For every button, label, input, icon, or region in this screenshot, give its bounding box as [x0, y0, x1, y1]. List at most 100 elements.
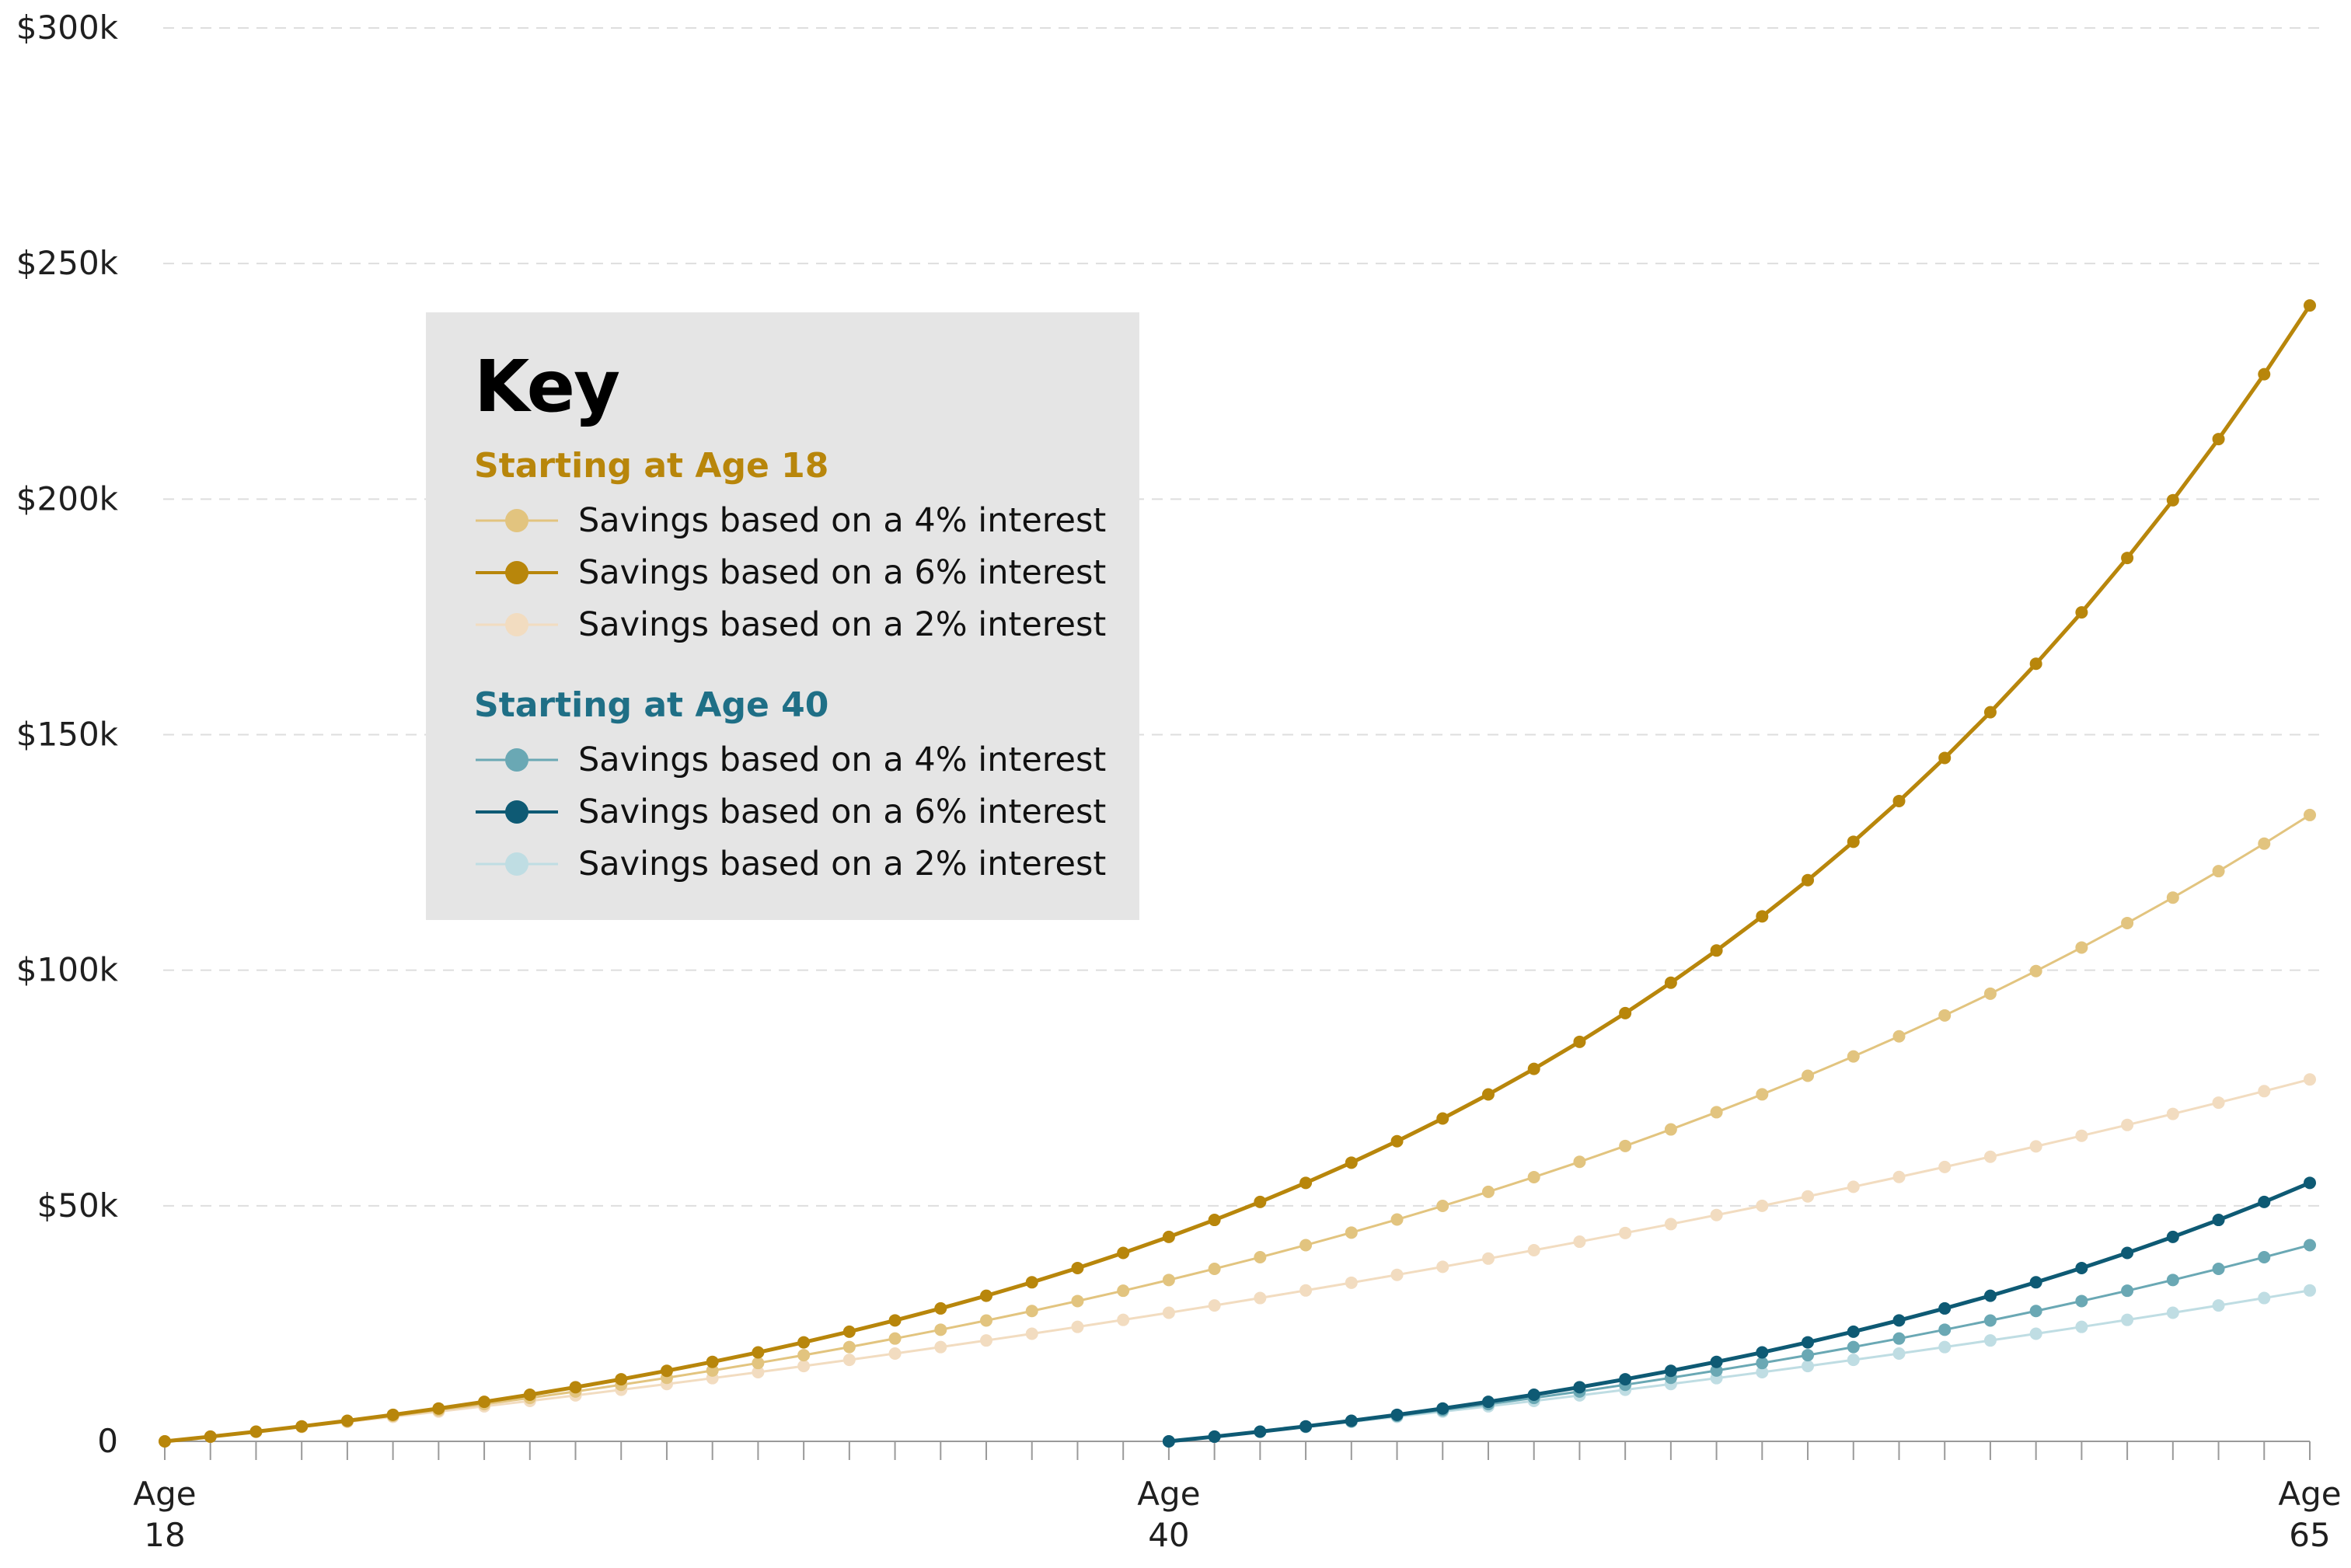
data-point	[1802, 1336, 1815, 1349]
data-point	[478, 1396, 491, 1409]
y-tick-label: $50k	[37, 1186, 119, 1225]
data-point	[1254, 1195, 1267, 1208]
legend-swatch-icon	[476, 852, 558, 876]
data-point	[1619, 1373, 1632, 1386]
data-point	[797, 1336, 811, 1349]
data-point	[2166, 1274, 2179, 1287]
data-point	[1025, 1305, 1038, 1318]
data-point	[1117, 1313, 1130, 1326]
data-point	[2121, 552, 2134, 565]
legend-item-label: Savings based on a 4% interest	[578, 740, 1107, 779]
data-point	[1847, 1050, 1860, 1063]
data-point	[2304, 1239, 2316, 1252]
data-point	[1299, 1420, 1313, 1433]
y-tick-label: $250k	[16, 244, 119, 282]
data-point	[2075, 606, 2088, 619]
data-point	[2121, 1118, 2134, 1131]
data-point	[842, 1354, 856, 1367]
y-tick-label: $300k	[16, 9, 119, 47]
data-point	[615, 1373, 628, 1386]
data-point	[2212, 433, 2225, 446]
data-point	[1892, 1332, 1906, 1345]
series-age40-4pct	[1162, 1239, 2316, 1448]
legend-title: Key	[474, 345, 620, 428]
data-point	[2166, 1107, 2179, 1120]
data-point	[1664, 1218, 1677, 1231]
data-point	[249, 1425, 263, 1438]
data-point	[1938, 1301, 1952, 1315]
data-point	[1756, 1199, 1769, 1212]
legend: Key Starting at Age 18 Savings based on …	[426, 312, 1139, 920]
data-point	[1299, 1284, 1313, 1297]
legend-item-age18-2pct: Savings based on a 2% interest	[474, 601, 1106, 648]
data-point	[1162, 1230, 1175, 1243]
data-point	[204, 1430, 217, 1443]
legend-item-label: Savings based on a 6% interest	[578, 553, 1107, 592]
data-point	[1756, 910, 1769, 923]
data-point	[1938, 1340, 1952, 1354]
data-point	[1208, 1214, 1221, 1227]
series-line	[164, 304, 2312, 1444]
data-point	[1436, 1260, 1449, 1274]
legend-item-label: Savings based on a 6% interest	[578, 793, 1107, 831]
data-point	[1162, 1274, 1175, 1287]
data-point	[706, 1364, 719, 1377]
data-point	[2121, 1246, 2134, 1260]
data-point	[2121, 1313, 2134, 1326]
data-point	[1938, 751, 1952, 765]
data-point	[752, 1365, 765, 1378]
data-point	[159, 1435, 171, 1448]
data-point	[2258, 1291, 2271, 1305]
x-tick-label: 18	[144, 1516, 185, 1554]
data-point	[1710, 944, 1723, 957]
data-point	[1390, 1134, 1404, 1148]
legend-swatch-icon	[476, 748, 558, 772]
data-point	[1481, 1185, 1495, 1198]
x-tick-label: Age	[1137, 1475, 1200, 1513]
legend-item-age40-4pct: Savings based on a 4% interest	[474, 737, 1106, 783]
data-point	[2029, 1276, 2042, 1289]
series-age18-2pct	[159, 1073, 2316, 1448]
y-tick-label: $150k	[16, 716, 119, 754]
data-point	[2304, 1073, 2316, 1086]
data-point	[1254, 1291, 1267, 1305]
data-point	[1756, 1088, 1769, 1101]
data-point	[934, 1301, 947, 1315]
data-point	[1938, 1323, 1952, 1336]
data-point	[1162, 1435, 1175, 1448]
series-line	[1168, 1181, 2311, 1444]
data-point	[1208, 1262, 1221, 1275]
data-point	[1892, 1030, 1906, 1043]
data-point	[1071, 1320, 1084, 1333]
legend-item-age18-4pct: Savings based on a 4% interest	[474, 497, 1106, 544]
data-point	[2212, 1214, 2225, 1227]
series-line	[164, 1078, 2311, 1443]
y-tick-label: 0	[97, 1422, 118, 1460]
series-line	[164, 814, 2311, 1443]
data-point	[1892, 1314, 1906, 1327]
data-point	[2304, 1284, 2316, 1297]
data-point	[1573, 1235, 1586, 1249]
data-point	[2166, 1306, 2179, 1319]
legend-item-age18-6pct: Savings based on a 6% interest	[474, 549, 1106, 596]
data-point	[1983, 1150, 1997, 1163]
y-tick-label: $200k	[16, 479, 119, 517]
data-point	[1710, 1106, 1723, 1119]
data-point	[1710, 1208, 1723, 1221]
series-line	[1168, 1244, 2311, 1443]
legend-swatch-icon	[476, 800, 558, 824]
data-point	[2212, 1262, 2225, 1275]
x-tick-label: 65	[2289, 1516, 2330, 1554]
data-point	[1573, 1155, 1586, 1169]
data-point	[1847, 1180, 1860, 1193]
data-point	[752, 1357, 765, 1370]
data-point	[1481, 1396, 1495, 1409]
data-point	[1983, 706, 1997, 719]
data-point	[1117, 1246, 1130, 1260]
data-point	[1847, 1325, 1860, 1338]
data-point	[1071, 1261, 1084, 1274]
data-point	[1117, 1284, 1130, 1298]
data-point	[1892, 794, 1906, 807]
data-point	[888, 1314, 902, 1327]
data-point	[1983, 1334, 1997, 1347]
